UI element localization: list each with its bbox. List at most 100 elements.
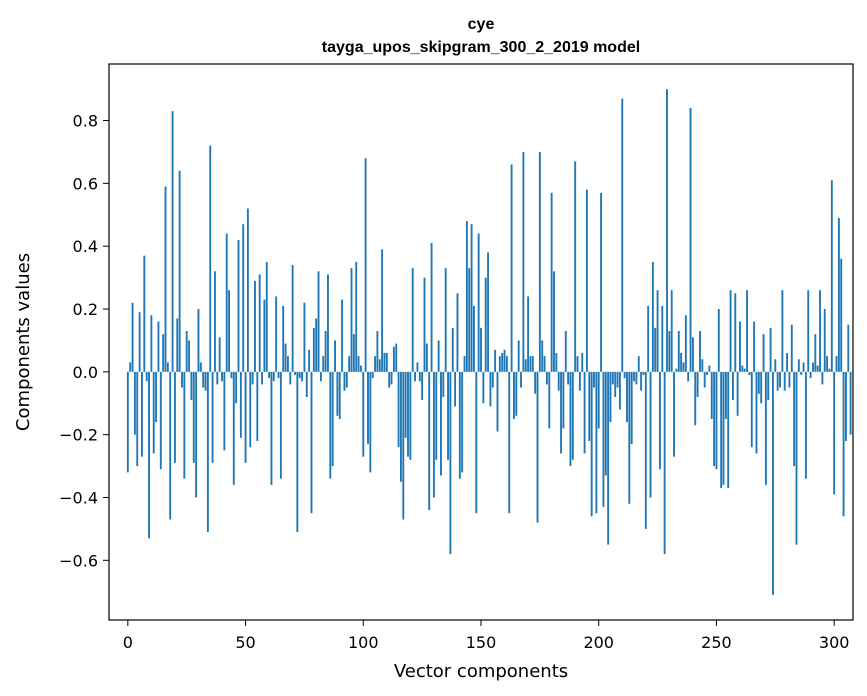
bar [390, 371, 393, 385]
bar [661, 305, 664, 372]
bar [786, 352, 789, 372]
bar [343, 371, 346, 391]
bar [315, 318, 318, 372]
bar [731, 371, 734, 401]
bar [150, 315, 153, 372]
bar [494, 349, 497, 372]
bar [484, 277, 487, 372]
bar [833, 371, 836, 495]
bar [131, 302, 134, 372]
bar [510, 164, 513, 372]
bar [284, 343, 287, 372]
bar [392, 346, 395, 372]
bar [440, 371, 442, 476]
bar [637, 356, 640, 372]
bar [317, 271, 320, 372]
bar [454, 371, 457, 407]
bar [675, 368, 678, 372]
bar [750, 371, 753, 448]
bar [216, 371, 219, 385]
bar [819, 290, 821, 372]
bar [418, 371, 421, 382]
bar [148, 371, 150, 539]
bar [126, 371, 129, 473]
bar [206, 371, 209, 533]
bar [812, 362, 814, 372]
bar [232, 371, 235, 485]
bar [173, 371, 176, 463]
bar [291, 265, 294, 372]
bar [527, 296, 530, 372]
bar [239, 371, 242, 438]
bar [395, 343, 398, 372]
y-tick-label: 0.6 [73, 174, 98, 193]
bar [388, 371, 391, 388]
bar [673, 371, 675, 457]
bar [543, 356, 546, 372]
bar [618, 371, 621, 410]
bar [249, 371, 252, 448]
bar [826, 356, 829, 372]
bar [844, 371, 847, 441]
bar [133, 371, 136, 435]
bar [164, 186, 167, 372]
bar [265, 261, 268, 372]
bar [214, 271, 216, 372]
bar [520, 371, 522, 388]
bar [169, 371, 172, 520]
bar [430, 243, 433, 372]
bar [689, 107, 692, 372]
y-tick-label: −0.2 [59, 426, 98, 445]
x-axis-label: Vector components [394, 661, 568, 682]
bar [228, 290, 231, 372]
bar [531, 356, 534, 372]
bar [739, 321, 741, 372]
bar [722, 371, 725, 485]
bar [468, 268, 471, 372]
bar [324, 331, 327, 372]
bar [204, 371, 207, 391]
bar [246, 208, 249, 372]
bar [793, 371, 796, 467]
bar [774, 359, 777, 372]
bar [143, 255, 146, 372]
y-tick-label: −0.4 [59, 488, 98, 507]
bar [635, 371, 638, 385]
bar [141, 371, 143, 457]
bar [595, 371, 598, 514]
bar [505, 356, 508, 372]
bar [741, 365, 744, 372]
bar [416, 362, 419, 372]
bar [336, 371, 339, 416]
x-tick-label: 200 [583, 633, 614, 652]
bar [706, 371, 708, 375]
bar [715, 371, 718, 470]
bar [708, 365, 711, 372]
bar [727, 371, 730, 489]
bar [571, 371, 574, 460]
bar [263, 299, 266, 372]
bar [230, 371, 233, 379]
bar [178, 170, 181, 372]
bar [487, 252, 489, 372]
bar [458, 371, 461, 479]
bar [463, 356, 466, 372]
bar [157, 321, 160, 372]
bar [548, 371, 551, 429]
bar [607, 371, 610, 545]
bar [611, 371, 614, 385]
bar [286, 356, 289, 372]
bar [465, 221, 468, 372]
bar [541, 340, 544, 372]
bar [590, 371, 593, 517]
bar [355, 261, 358, 372]
bar [821, 371, 824, 385]
bar [583, 371, 586, 454]
bar [352, 334, 355, 372]
bar [199, 362, 202, 372]
bar [348, 356, 351, 372]
bar [155, 371, 158, 423]
bar [816, 365, 819, 372]
bar [616, 371, 619, 388]
bar [362, 371, 365, 457]
